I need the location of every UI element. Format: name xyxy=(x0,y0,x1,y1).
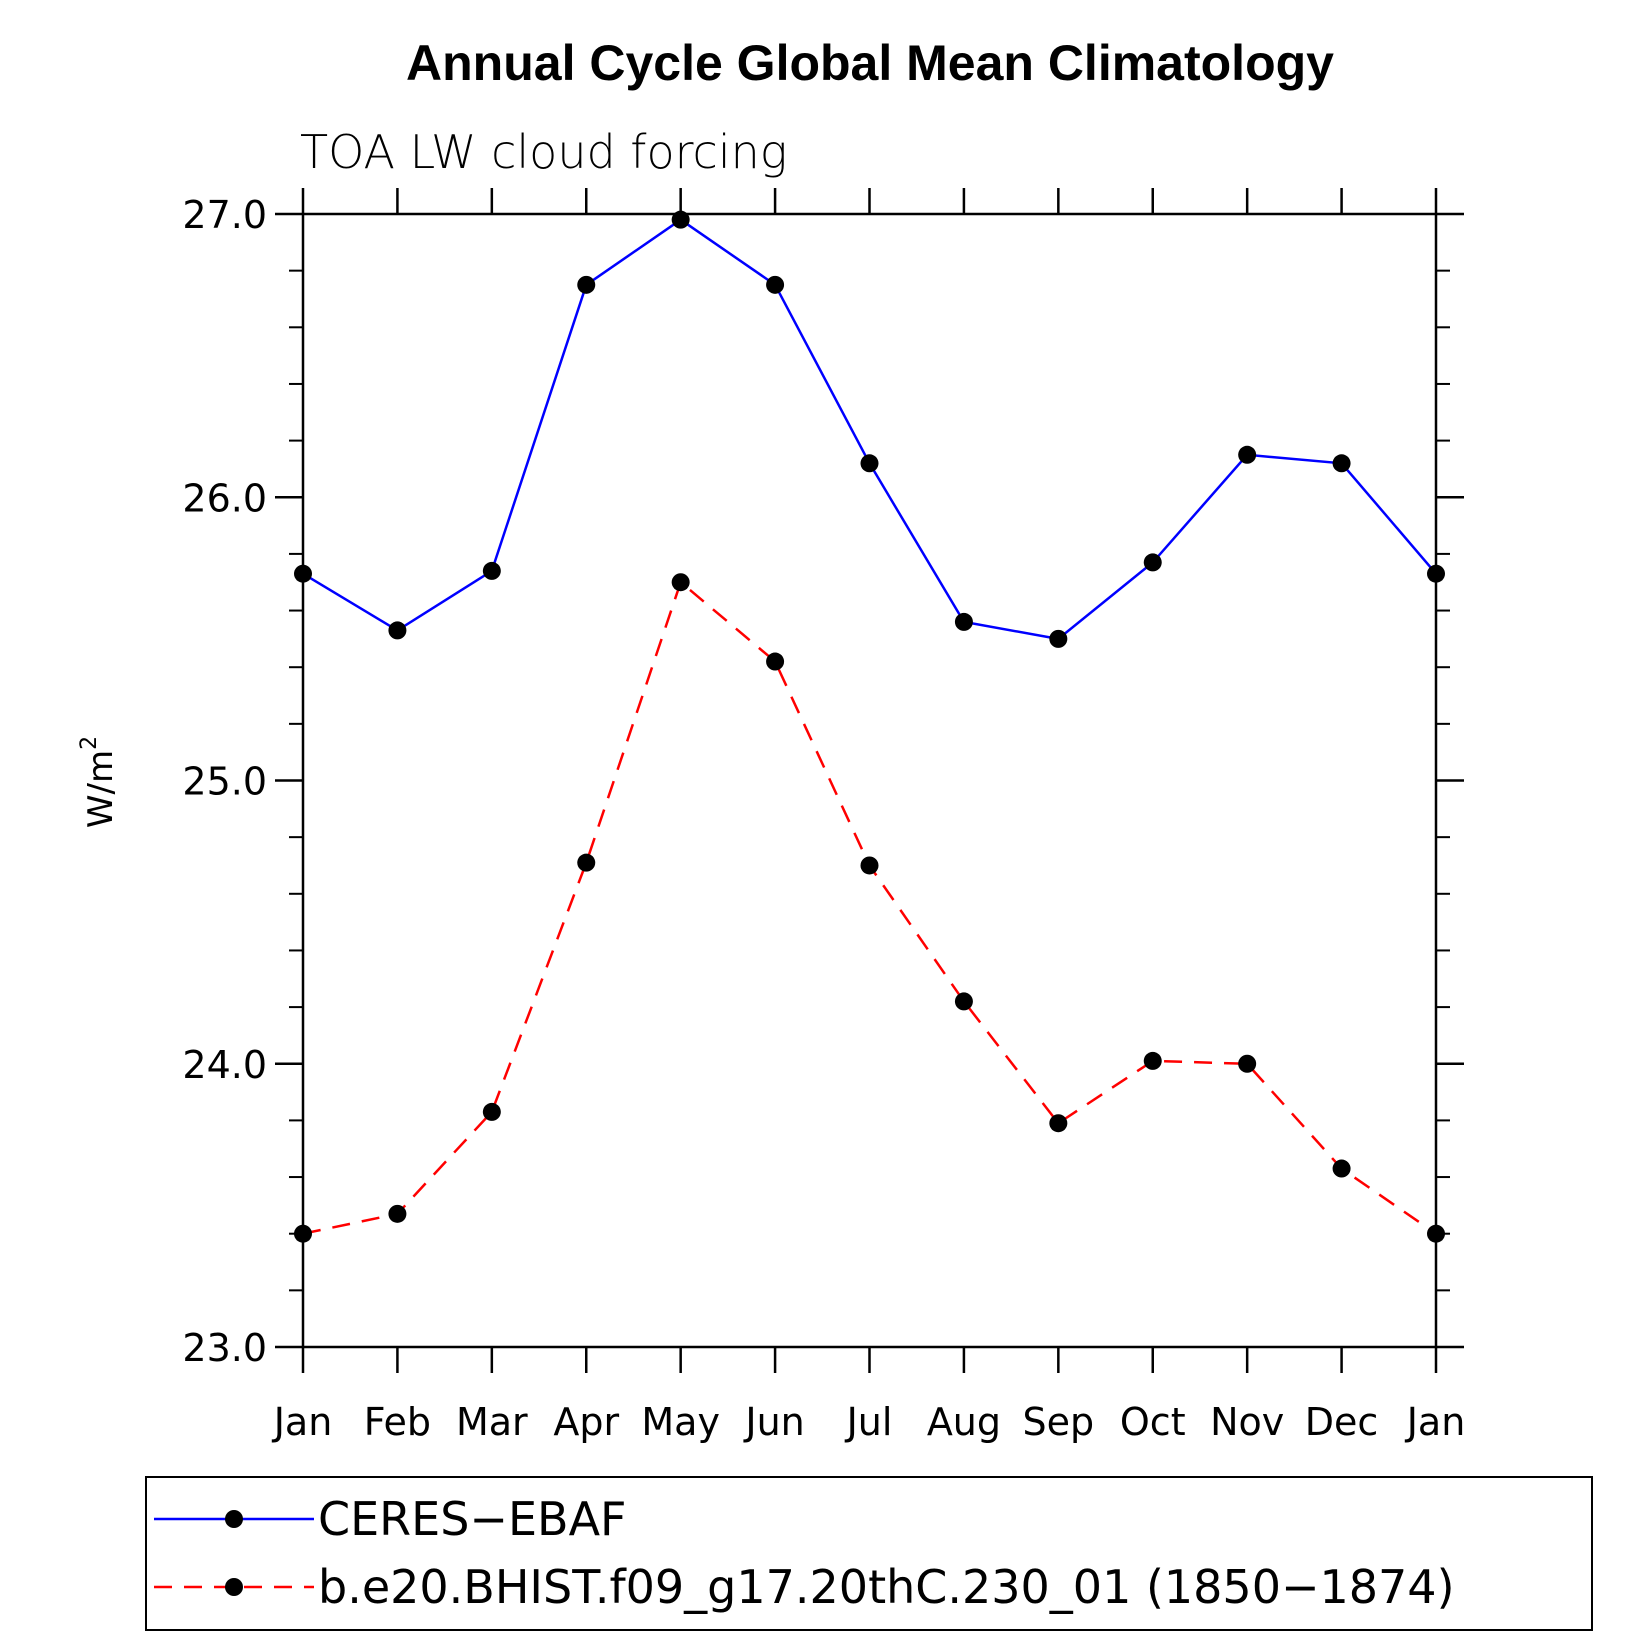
series-0-point xyxy=(388,621,407,640)
series-1-point xyxy=(1049,1114,1068,1133)
series-0-point xyxy=(671,210,690,229)
series-1-point xyxy=(954,992,973,1011)
series-1-point xyxy=(294,1224,312,1243)
legend-box xyxy=(145,1476,1593,1631)
series-1-point xyxy=(482,1102,501,1121)
x-tick-label: Apr xyxy=(553,1400,619,1444)
series-0-point xyxy=(1238,445,1257,464)
series-1-point xyxy=(766,652,785,671)
x-tick-label: Aug xyxy=(927,1400,1001,1444)
series-0-point xyxy=(1427,564,1445,583)
y-axis-label-superscript: 2 xyxy=(77,736,102,750)
series-0-point xyxy=(766,275,785,294)
y-tick-labels: 23.0 24.0 25.0 26.0 27.0 xyxy=(182,193,267,1370)
series-0-point xyxy=(577,275,596,294)
x-tick-label: Jun xyxy=(743,1400,804,1444)
legend: CERES−EBAF b.e20.BHIST.f09_g17.20thC.230… xyxy=(145,1476,1593,1631)
x-tick-label: Nov xyxy=(1210,1400,1284,1444)
series-1-point xyxy=(577,853,596,872)
legend-marker-model xyxy=(225,1578,243,1596)
chart-title: Annual Cycle Global Mean Climatology xyxy=(406,35,1334,91)
x-tick-label: Jul xyxy=(845,1400,893,1444)
series-1-point xyxy=(860,856,879,875)
series-line-0 xyxy=(302,218,1437,641)
y-tick-label: 23.0 xyxy=(182,1326,267,1370)
x-tick-label: May xyxy=(641,1400,720,1444)
series-1-point xyxy=(1238,1054,1257,1073)
legend-label-model: b.e20.BHIST.f09_g17.20thC.230_01 (1850−1… xyxy=(318,1560,1455,1614)
series-1-point xyxy=(1427,1224,1445,1243)
x-tick-labels: Jan Feb Mar Apr May Jun Jul Aug Sep Oct Nov Dec Jan xyxy=(272,1400,1466,1444)
x-tick-label: Oct xyxy=(1120,1400,1186,1444)
x-tick-label: Feb xyxy=(364,1400,431,1444)
axis-ticks xyxy=(275,188,1464,1373)
series-layer xyxy=(294,210,1445,1243)
y-tick-label: 27.0 xyxy=(182,193,267,237)
legend-marker-ceres xyxy=(225,1510,243,1528)
x-tick-label: Jan xyxy=(1405,1400,1466,1444)
series-0-point xyxy=(1332,454,1351,473)
series-0-point xyxy=(1143,553,1162,572)
x-tick-label: Dec xyxy=(1305,1400,1379,1444)
y-axis-label: W/m2 xyxy=(77,736,121,828)
series-0-point xyxy=(482,561,501,580)
series-1-point xyxy=(671,573,690,592)
series-line-1 xyxy=(302,580,1437,1235)
y-tick-label: 24.0 xyxy=(182,1043,267,1087)
x-tick-label: Mar xyxy=(456,1400,528,1444)
chart-subtitle: TOA LW cloud forcing xyxy=(300,125,787,179)
series-0-point xyxy=(860,454,879,473)
series-0-point xyxy=(294,564,312,583)
series-0-point xyxy=(1049,629,1068,648)
series-1-point xyxy=(1332,1159,1351,1178)
y-axis-label-text: W/m xyxy=(81,750,121,828)
svg-text:W/m2: W/m2 xyxy=(77,736,121,828)
plot-frame xyxy=(301,212,1438,1349)
y-tick-label: 26.0 xyxy=(182,476,267,520)
x-tick-label: Sep xyxy=(1023,1400,1095,1444)
series-0-point xyxy=(954,612,973,631)
legend-label-ceres: CERES−EBAF xyxy=(318,1492,627,1546)
x-tick-label: Jan xyxy=(272,1400,333,1444)
series-1-point xyxy=(1143,1051,1162,1070)
y-tick-label: 25.0 xyxy=(182,760,267,804)
series-1-point xyxy=(388,1204,407,1223)
